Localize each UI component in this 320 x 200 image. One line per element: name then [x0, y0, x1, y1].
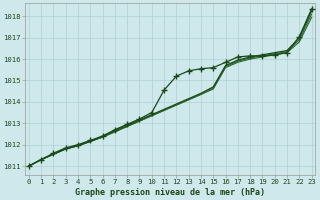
X-axis label: Graphe pression niveau de la mer (hPa): Graphe pression niveau de la mer (hPa) — [75, 188, 265, 197]
